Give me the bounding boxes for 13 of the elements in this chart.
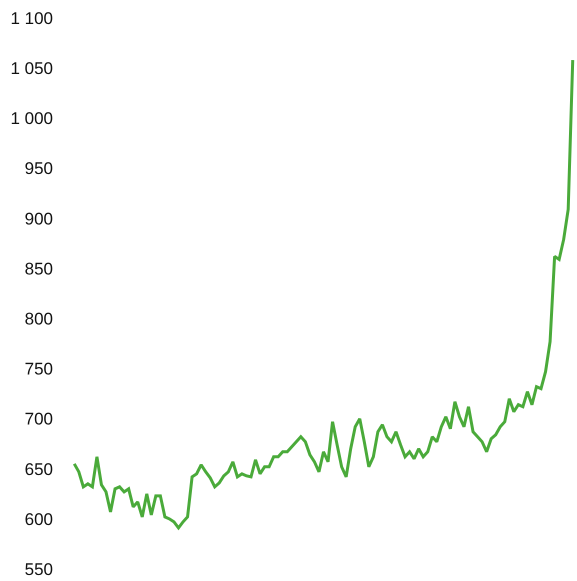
y-tick-label: 900 <box>24 209 53 228</box>
y-tick-label: 800 <box>24 310 53 328</box>
y-tick-label: 700 <box>24 410 53 429</box>
y-tick-label: 1 100 <box>10 8 53 28</box>
y-tick-label: 750 <box>24 360 53 379</box>
y-tick-label: 1 000 <box>10 109 53 128</box>
y-tick-label: 850 <box>24 259 53 278</box>
y-tick-label: 650 <box>24 460 53 479</box>
y-tick-label: 950 <box>24 159 53 178</box>
y-tick-label: 550 <box>24 560 53 579</box>
y-tick-label: 600 <box>24 510 53 529</box>
y-tick-label: 1 050 <box>10 59 53 78</box>
line-series <box>72 58 574 530</box>
